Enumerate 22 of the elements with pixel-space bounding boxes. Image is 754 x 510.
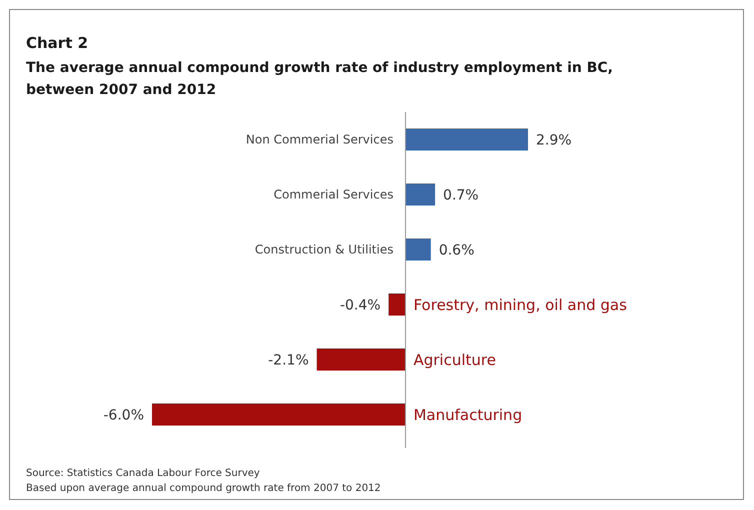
data-label: 0.7% (443, 187, 479, 204)
y-tick-label: Construction & Utilities (254, 242, 394, 257)
bar (405, 128, 528, 150)
bar (405, 184, 436, 206)
y-tick-label: Manufacturing (413, 406, 522, 424)
y-tick-label: Forestry, mining, oil and gas (413, 296, 628, 314)
data-label: -2.1% (268, 352, 309, 368)
text: Based upon average annual compound growth rate from 2007 to 2012 (26, 483, 381, 494)
y-tick-label: Non Commerial Services (246, 132, 394, 147)
y-tick-label: Agriculture (413, 350, 496, 369)
bar (316, 348, 406, 370)
y-tick-label: Commerial Services (274, 188, 394, 202)
chart-title: Chart 2 (26, 34, 88, 52)
data-label: -0.4% (340, 297, 381, 314)
data-label: 0.6% (438, 242, 474, 258)
data-label: 2.9% (536, 132, 572, 148)
data-label: -6.0% (103, 407, 144, 424)
chart-subtitle: The average annual compound growth rate of industry employment in BC, between 2007 and 2012 (26, 60, 613, 98)
bar (152, 404, 406, 426)
bar (405, 238, 431, 260)
source-note: Source: Statistics Canada Labour Force Survey (26, 468, 260, 479)
bar (388, 294, 406, 316)
